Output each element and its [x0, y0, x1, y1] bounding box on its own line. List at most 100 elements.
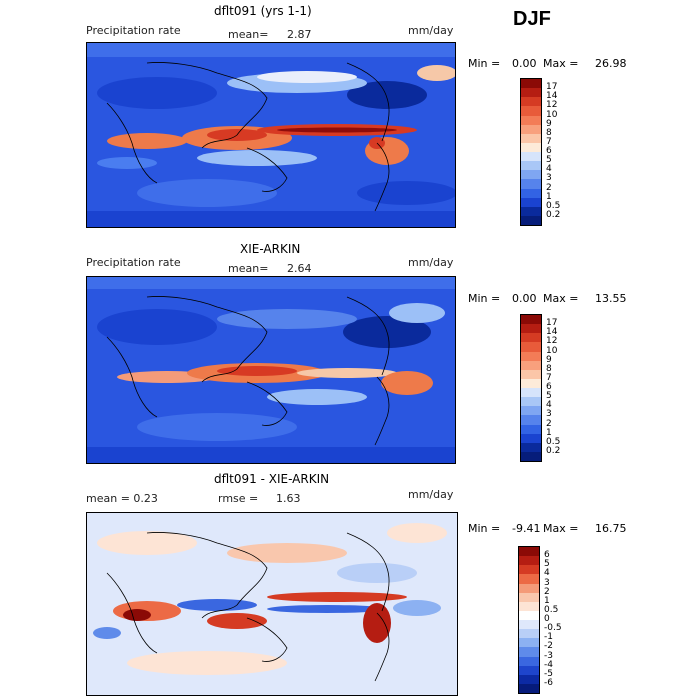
panel3-colorbar-labels: 6 5 4 3 2 1 0.5 0 -0.5 -1 -2 -3 -4 -5 -6 [544, 546, 584, 692]
colorbar-segment [519, 547, 539, 557]
panel3-min-value: -9.41 [512, 522, 541, 535]
colorbar-level-label: 0.2 [546, 209, 561, 220]
panel2-units: mm/day [408, 256, 454, 269]
colorbar-segment [521, 415, 541, 425]
colorbar-level-label: 4 [544, 568, 550, 579]
colorbar-segment [521, 351, 541, 361]
panel1-map [86, 42, 456, 228]
colorbar-segment [519, 583, 539, 593]
season-label: DJF [513, 8, 551, 30]
colorbar-segment [521, 88, 541, 98]
colorbar-segment [519, 610, 539, 620]
panel1-units: mm/day [408, 24, 454, 37]
colorbar-level-label: 7 [546, 136, 552, 147]
colorbar-segment [521, 342, 541, 352]
colorbar-segment [519, 647, 539, 657]
colorbar-segment [521, 133, 541, 143]
colorbar-level-label: 6 [546, 146, 552, 156]
colorbar-level-label: -4 [544, 659, 553, 670]
colorbar-segment [521, 215, 541, 225]
panel3-colorbar [518, 546, 540, 694]
colorbar-level-label: 7 [546, 372, 552, 383]
panel1-mean-value: 2.87 [287, 28, 312, 41]
colorbar-segment [519, 592, 539, 602]
panel3-max-value: 16.75 [595, 522, 627, 535]
panel2-min-value: 0.00 [512, 292, 537, 305]
colorbar-segment [519, 620, 539, 630]
colorbar-level-label: -5 [544, 668, 553, 679]
colorbar-segment [521, 315, 541, 325]
colorbar-segment [521, 142, 541, 152]
colorbar-level-label: 2 [544, 586, 550, 597]
colorbar-level-label: -6 [544, 677, 553, 688]
colorbar-segment [519, 674, 539, 684]
colorbar-segment [521, 161, 541, 171]
panel2-max-value: 13.55 [595, 292, 627, 305]
colorbar-level-label: 1 [544, 595, 550, 606]
colorbar-segment [521, 79, 541, 89]
colorbar-level-label: 12 [546, 100, 558, 111]
colorbar-level-label: 9 [546, 354, 552, 365]
colorbar-segment [519, 556, 539, 566]
colorbar-segment [521, 152, 541, 162]
panel3-max-label: Max = [543, 522, 579, 535]
colorbar-level-label: 4 [546, 400, 552, 411]
panel3-rmse-label: rmse = [218, 492, 259, 505]
panel2-mean-value: 2.64 [287, 262, 312, 275]
panel3-min-label: Min = [468, 522, 501, 535]
panel2-mean-label: mean= [228, 262, 269, 275]
colorbar-level-label: 14 [546, 91, 558, 102]
colorbar-segment [519, 665, 539, 675]
panel2-colorbar [520, 314, 542, 462]
panel3-units: mm/day [408, 488, 454, 501]
colorbar-level-label: -0.5 [544, 623, 562, 634]
colorbar-segment [521, 97, 541, 107]
colorbar-level-label: 5 [546, 155, 552, 166]
panel3-title: dflt091 - XIE-ARKIN [214, 472, 330, 486]
colorbar-level-label: 12 [546, 336, 558, 347]
colorbar-segment [519, 629, 539, 639]
panel3-map [86, 512, 458, 696]
colorbar-level-label: 2 [546, 418, 552, 429]
colorbar-level-label: 6 [546, 382, 552, 392]
panel1-colorbar [520, 78, 542, 226]
colorbar-segment [521, 397, 541, 407]
colorbar-segment [521, 424, 541, 434]
panel1-max-value: 26.98 [595, 57, 627, 70]
colorbar-segment [521, 124, 541, 134]
colorbar-segment [521, 378, 541, 388]
colorbar-level-label: 10 [546, 345, 558, 356]
colorbar-segment [521, 360, 541, 370]
colorbar-level-label: 1 [546, 191, 552, 202]
colorbar-segment [521, 188, 541, 198]
colorbar-segment [521, 433, 541, 443]
panel1-colorbar-labels: 17 14 12 10 9 8 7 6 5 4 3 2 1 0.5 0.2 [546, 78, 586, 224]
colorbar-level-label: 17 [546, 82, 558, 93]
colorbar-segment [519, 683, 539, 693]
panel1-min-value: 0.00 [512, 57, 537, 70]
colorbar-segment [521, 442, 541, 452]
panel2-min-label: Min = [468, 292, 501, 305]
colorbar-level-label: 0.5 [546, 200, 561, 211]
colorbar-segment [521, 333, 541, 343]
colorbar-level-label: 8 [546, 127, 552, 138]
colorbar-segment [521, 388, 541, 398]
colorbar-segment [519, 565, 539, 575]
colorbar-level-label: 3 [544, 577, 550, 588]
panel1-mean-label: mean= [228, 28, 269, 41]
panel2-colorbar-labels: 17 14 12 10 9 8 7 6 5 4 3 2 1 0.5 0.2 [546, 314, 586, 460]
colorbar-segment [519, 601, 539, 611]
colorbar-level-label: 9 [546, 118, 552, 129]
panel1-max-label: Max = [543, 57, 579, 70]
colorbar-level-label: 5 [544, 559, 550, 570]
colorbar-level-label: -1 [544, 632, 553, 643]
colorbar-level-label: 4 [546, 164, 552, 175]
colorbar-segment [521, 106, 541, 116]
colorbar-level-label: 1 [546, 427, 552, 438]
colorbar-level-label: 14 [546, 327, 558, 338]
colorbar-level-label: -2 [544, 641, 553, 652]
colorbar-level-label: 6 [544, 550, 550, 561]
colorbar-segment [521, 197, 541, 207]
colorbar-segment [521, 324, 541, 334]
panel3-mean-text: mean = 0.23 [86, 492, 158, 505]
